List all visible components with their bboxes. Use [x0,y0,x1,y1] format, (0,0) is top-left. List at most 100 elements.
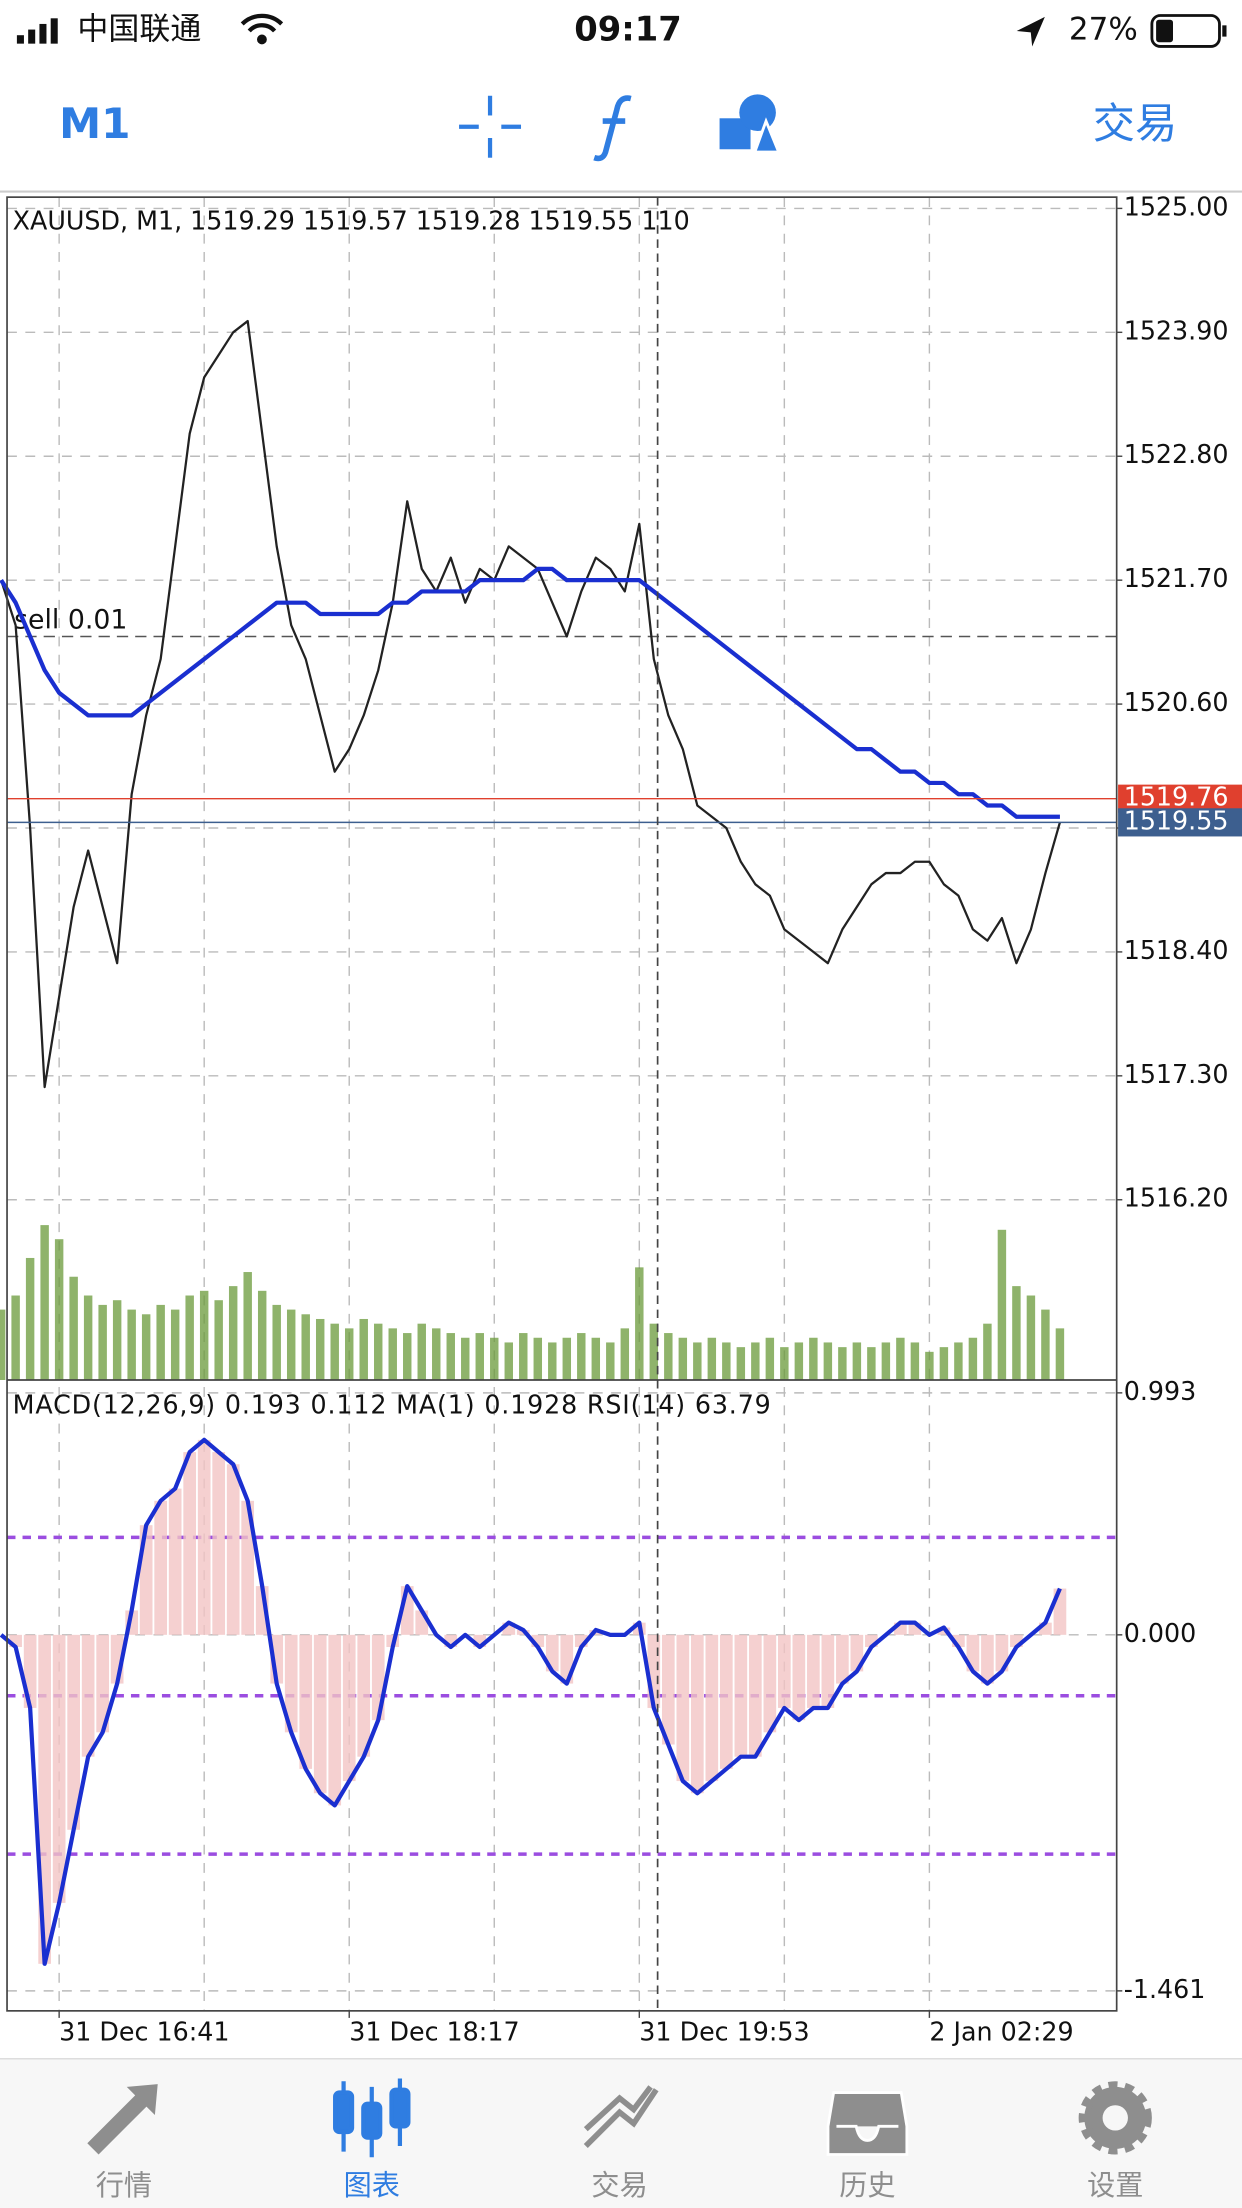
wifi-icon [240,13,284,45]
signal-icon [16,18,58,44]
location-icon [1016,16,1045,47]
volume-bar [40,1225,49,1380]
series-line [0,566,1060,819]
volume-bar [823,1342,833,1380]
y-tick-label: 0.993 [1124,1376,1197,1406]
tab-label[interactable]: 行情 [96,2169,152,2202]
tab-label[interactable]: 设置 [1087,2169,1143,2202]
histogram-bar [241,1500,255,1635]
volume-bar [315,1318,325,1380]
x-tick-label: 31 Dec 19:53 [639,2016,809,2046]
x-tick-label: 31 Dec 16:41 [59,2016,229,2046]
volume-bar [1055,1328,1065,1380]
volume-bar [11,1295,20,1380]
crosshair-button[interactable] [459,95,522,158]
quotes-icon[interactable] [87,2084,158,2155]
y-tick-label: 1522.80 [1124,439,1229,469]
tab-labels: 行情 图表 交易 历史 设置 [96,2169,1144,2202]
histogram-bar [226,1464,240,1635]
volume-bar [301,1314,310,1380]
y-tick-label: 1523.90 [1124,315,1229,345]
histogram-bar [183,1452,197,1635]
volume-bar [1026,1295,1036,1380]
battery-text: 27% [1069,11,1138,47]
volume-bar [345,1328,354,1380]
histogram-bar [763,1634,777,1733]
y-tick-label: 1516.20 [1124,1183,1229,1213]
tab-label[interactable]: 历史 [839,2169,895,2202]
volume-bar [69,1276,78,1380]
histogram-bar [81,1634,95,1757]
volume-bar [228,1286,238,1380]
volume-bar [374,1323,383,1380]
volume-bar [0,1309,6,1380]
tab-label[interactable]: 图表 [344,2169,400,2202]
series-line [0,319,1062,1089]
histogram-bar [328,1634,342,1806]
histogram-bar [705,1634,719,1782]
settings-icon[interactable] [1078,2081,1152,2155]
histogram-bar [284,1634,298,1733]
y-tick-label: 1520.60 [1124,687,1229,717]
volume-bar [910,1342,920,1380]
volume-bar [809,1337,818,1380]
histogram-bar [821,1634,835,1708]
volume-bar [780,1347,789,1380]
volume-bar [678,1337,688,1380]
volume-bar [707,1337,717,1380]
volume-bar [968,1337,978,1380]
indicator-button[interactable] [593,95,632,162]
trade-icon[interactable] [583,2085,659,2149]
volume-bar [83,1295,93,1380]
volume-bar [504,1342,513,1380]
volume-bar [243,1272,252,1380]
history-icon[interactable] [826,2091,909,2156]
chart-icon[interactable] [333,2078,411,2158]
volume-bar [475,1333,484,1380]
histogram-bar [168,1488,182,1635]
volume-bar [533,1337,543,1380]
volume-bar [417,1323,426,1380]
y-tick-label: 1525.00 [1124,191,1229,221]
y-tick-label: 1517.30 [1124,1059,1229,1089]
x-tick-label: 2 Jan 02:29 [929,2016,1073,2046]
histogram-bar [836,1634,849,1684]
volume-bar [490,1337,499,1380]
tab-label[interactable]: 交易 [591,2169,647,2202]
histogram-bar [67,1634,80,1830]
chart-frame [6,196,1118,2012]
volume-bar [156,1304,165,1380]
volume-bar [403,1333,412,1380]
volume-bar [548,1342,557,1380]
histogram-bar [778,1634,791,1708]
price-tag-label: 1519.76 [1124,782,1229,812]
volume-bar [98,1304,107,1380]
volume-bar [925,1351,934,1380]
y-tick-label: 1521.70 [1124,563,1229,593]
histogram-bar [792,1634,806,1721]
timeframe-button[interactable]: M1 [59,99,130,148]
volume-bar [127,1309,136,1380]
volume-bar [1041,1309,1050,1380]
volume-bar [112,1300,122,1380]
volume-bar [359,1318,368,1380]
volume-bar [519,1333,528,1380]
volume-bar [867,1347,876,1380]
volume-bar [591,1337,601,1380]
volume-bar [461,1337,470,1380]
histogram-bar [212,1452,226,1635]
tab-bar [0,2058,1242,2208]
volume-bar [199,1290,209,1380]
objects-button[interactable] [719,94,781,154]
volume-bar [577,1333,586,1380]
order-label: sell 0.01 [14,605,127,636]
trade-button[interactable]: 交易 [1093,99,1177,148]
volume-bar [257,1290,267,1380]
volume-bar [997,1229,1007,1380]
price-tag [1118,808,1242,837]
volume-bar [170,1309,180,1380]
volume-bar [388,1328,397,1380]
volume-bar [736,1347,746,1380]
